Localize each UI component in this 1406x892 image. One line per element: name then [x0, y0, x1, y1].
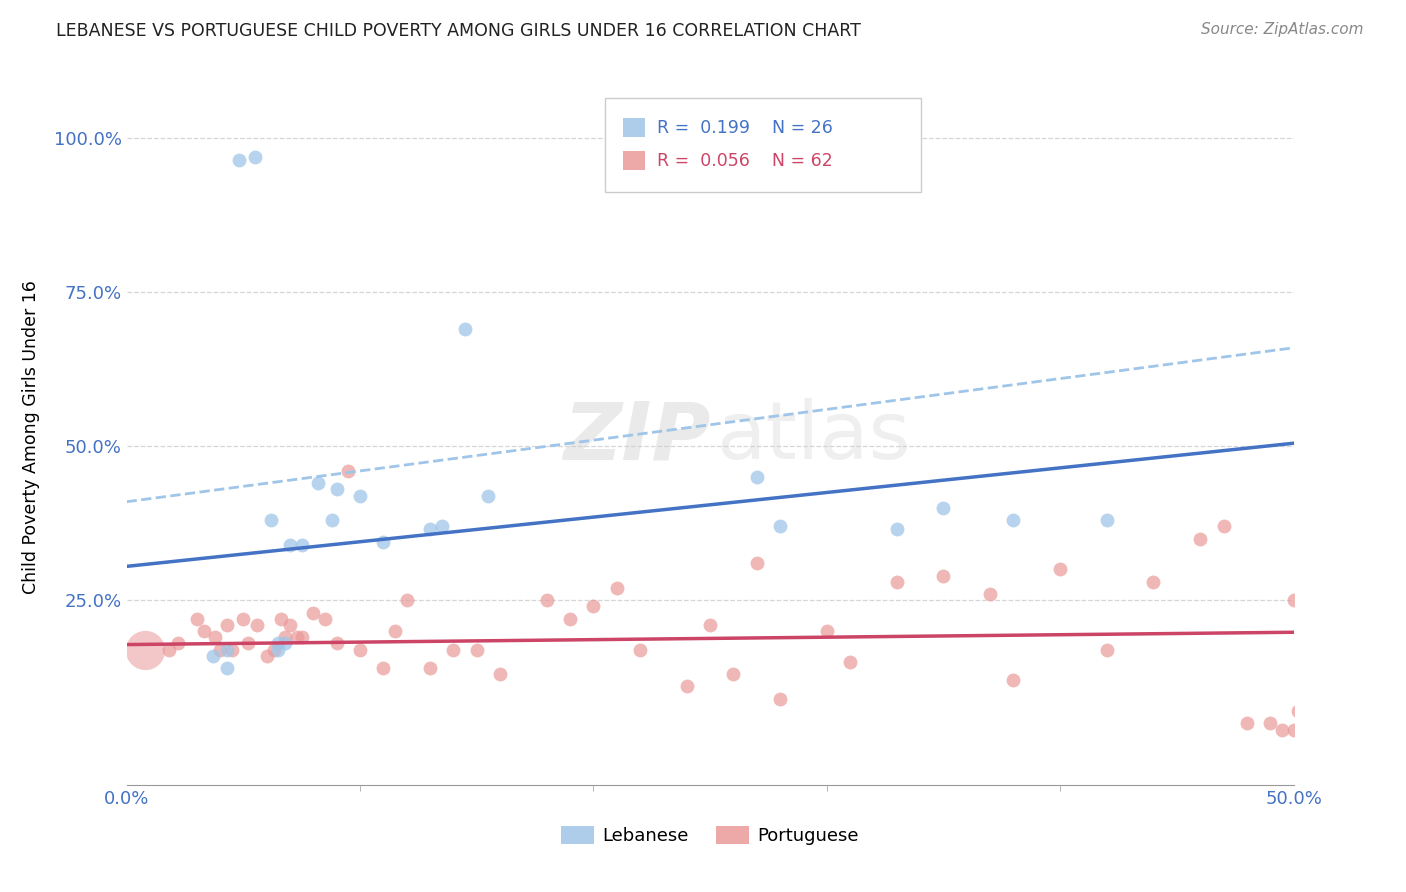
Legend: Lebanese, Portuguese: Lebanese, Portuguese — [554, 819, 866, 853]
Point — [886, 574, 908, 589]
Point — [536, 593, 558, 607]
Point — [839, 655, 862, 669]
Point — [745, 470, 768, 484]
Point — [745, 557, 768, 571]
Point — [419, 523, 441, 537]
Point — [606, 581, 628, 595]
Point — [260, 513, 283, 527]
Point — [325, 636, 347, 650]
Point — [321, 513, 343, 527]
Point — [1002, 673, 1025, 688]
Text: LEBANESE VS PORTUGUESE CHILD POVERTY AMONG GIRLS UNDER 16 CORRELATION CHART: LEBANESE VS PORTUGUESE CHILD POVERTY AMO… — [56, 22, 860, 40]
Point — [1282, 723, 1305, 737]
Point — [419, 661, 441, 675]
Point — [886, 523, 908, 537]
Point — [1286, 704, 1309, 718]
Point — [1317, 581, 1340, 595]
Point — [1282, 593, 1305, 607]
Point — [263, 642, 285, 657]
Point — [349, 489, 371, 503]
Point — [274, 636, 297, 650]
Point — [325, 483, 347, 497]
Point — [314, 612, 336, 626]
Point — [1271, 723, 1294, 737]
Point — [243, 150, 266, 164]
Point — [157, 642, 180, 657]
Point — [815, 624, 838, 638]
Point — [1236, 716, 1258, 731]
Point — [228, 153, 250, 167]
Point — [337, 464, 360, 478]
Text: ZIP: ZIP — [562, 398, 710, 476]
Point — [278, 538, 301, 552]
Point — [246, 618, 269, 632]
Y-axis label: Child Poverty Among Girls Under 16: Child Poverty Among Girls Under 16 — [21, 280, 39, 594]
Point — [215, 618, 238, 632]
Point — [675, 680, 697, 694]
Point — [1189, 532, 1212, 546]
Point — [489, 667, 512, 681]
Point — [274, 630, 297, 644]
Point — [1095, 642, 1118, 657]
Point — [1049, 562, 1071, 576]
Point — [979, 587, 1001, 601]
Point — [232, 612, 254, 626]
Point — [373, 534, 395, 549]
Point — [1142, 574, 1164, 589]
Point — [932, 500, 955, 515]
Point — [278, 618, 301, 632]
Point — [395, 593, 418, 607]
Point — [215, 661, 238, 675]
Text: R =  0.056    N = 62: R = 0.056 N = 62 — [657, 152, 832, 169]
Point — [384, 624, 406, 638]
Point — [204, 630, 226, 644]
Point — [267, 642, 290, 657]
Point — [769, 691, 792, 706]
Point — [582, 599, 605, 614]
Point — [558, 612, 581, 626]
Point — [302, 606, 325, 620]
Point — [1212, 519, 1234, 533]
Point — [1258, 716, 1281, 731]
Point — [1002, 513, 1025, 527]
Point — [699, 618, 721, 632]
Point — [430, 519, 453, 533]
Point — [267, 636, 290, 650]
Point — [285, 630, 308, 644]
Point — [208, 642, 231, 657]
Point — [1294, 648, 1316, 663]
Point — [290, 538, 312, 552]
Point — [477, 489, 499, 503]
Point — [1306, 581, 1329, 595]
Point — [723, 667, 745, 681]
Point — [307, 476, 329, 491]
Point — [256, 648, 278, 663]
Point — [373, 661, 395, 675]
Point — [134, 642, 156, 657]
Point — [236, 636, 259, 650]
Point — [628, 642, 651, 657]
Point — [215, 642, 238, 657]
Point — [290, 630, 312, 644]
Point — [186, 612, 208, 626]
Point — [932, 568, 955, 582]
Point — [221, 642, 243, 657]
Point — [193, 624, 215, 638]
Point — [349, 642, 371, 657]
Text: Source: ZipAtlas.com: Source: ZipAtlas.com — [1201, 22, 1364, 37]
Point — [454, 322, 477, 336]
Point — [1306, 581, 1329, 595]
Point — [441, 642, 464, 657]
Point — [769, 519, 792, 533]
Point — [167, 636, 190, 650]
Point — [465, 642, 488, 657]
Text: atlas: atlas — [716, 398, 910, 476]
Point — [1095, 513, 1118, 527]
Point — [270, 612, 292, 626]
Point — [201, 648, 224, 663]
Text: R =  0.199    N = 26: R = 0.199 N = 26 — [657, 119, 832, 136]
